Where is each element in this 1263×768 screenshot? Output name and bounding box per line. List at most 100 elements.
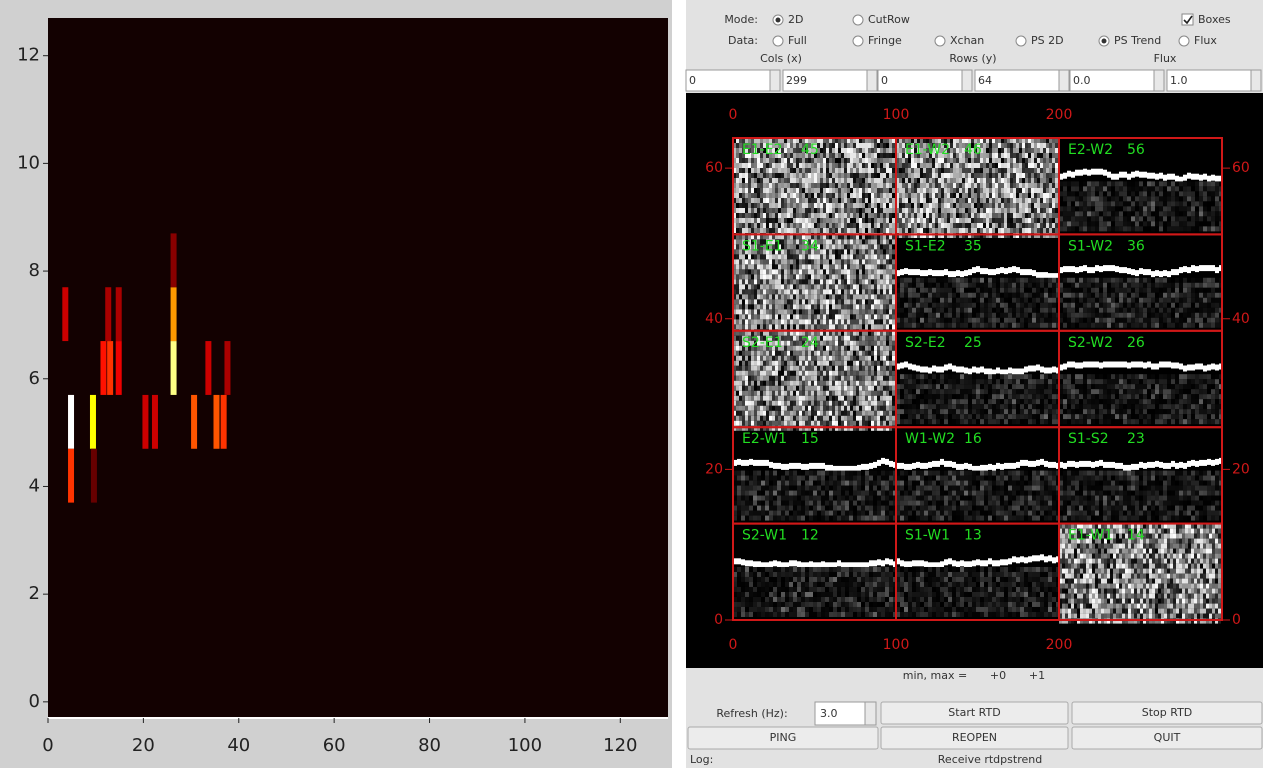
noise <box>1034 208 1037 213</box>
noise <box>1139 313 1143 318</box>
noise <box>1095 293 1099 298</box>
noise <box>853 249 856 254</box>
noise <box>960 323 964 328</box>
noise <box>742 284 745 289</box>
noise <box>874 218 877 223</box>
noise <box>739 228 742 233</box>
noise <box>850 153 853 158</box>
noise <box>829 309 832 314</box>
noise <box>850 223 853 228</box>
noise <box>883 223 886 228</box>
noise <box>766 269 769 274</box>
noise <box>829 173 832 178</box>
noise <box>805 264 808 269</box>
noise <box>899 203 902 208</box>
noise <box>1091 191 1095 196</box>
noise <box>892 244 895 249</box>
noise <box>781 208 784 213</box>
noise <box>1043 218 1046 223</box>
noise <box>889 173 892 178</box>
noise <box>892 264 895 269</box>
noise <box>745 299 748 304</box>
noise <box>1111 313 1115 318</box>
noise <box>1091 318 1095 323</box>
noise <box>920 198 923 203</box>
noise <box>1107 191 1111 196</box>
noise <box>1115 186 1119 191</box>
noise <box>862 314 865 319</box>
noise <box>853 304 856 309</box>
noise <box>1004 198 1007 203</box>
noise <box>1040 298 1044 303</box>
noise <box>772 168 775 173</box>
noise <box>932 193 935 198</box>
noise <box>914 223 917 228</box>
noise <box>763 208 766 213</box>
noise <box>1191 303 1195 308</box>
noise <box>886 188 889 193</box>
noise <box>1048 303 1052 308</box>
noise <box>1075 288 1079 293</box>
noise <box>1199 186 1203 191</box>
noise <box>1103 288 1107 293</box>
noise <box>1091 226 1095 231</box>
noise <box>883 309 886 314</box>
noise <box>1091 186 1095 191</box>
noise <box>838 289 841 294</box>
noise <box>790 143 793 148</box>
noise <box>992 213 995 218</box>
noise <box>1025 223 1028 228</box>
noise <box>829 153 832 158</box>
noise <box>1103 221 1107 226</box>
trend <box>1095 169 1099 175</box>
noise <box>932 203 935 208</box>
noise <box>912 298 916 303</box>
noise <box>1019 218 1022 223</box>
noise <box>856 274 859 279</box>
noise <box>1019 168 1022 173</box>
noise <box>865 346 868 351</box>
noise <box>805 284 808 289</box>
noise <box>862 148 865 153</box>
noise <box>865 168 868 173</box>
noise <box>871 309 874 314</box>
noise <box>988 308 992 313</box>
noise <box>793 289 796 294</box>
noise <box>995 158 998 163</box>
noise <box>781 284 784 289</box>
noise <box>745 309 748 314</box>
noise <box>853 203 856 208</box>
noise <box>1048 283 1052 288</box>
noise <box>1095 191 1099 196</box>
noise <box>874 168 877 173</box>
noise <box>829 254 832 259</box>
noise <box>1115 206 1119 211</box>
noise <box>953 218 956 223</box>
noise <box>745 294 748 299</box>
noise <box>856 324 859 329</box>
noise <box>763 254 766 259</box>
noise <box>1075 303 1079 308</box>
noise <box>1179 206 1183 211</box>
noise <box>1155 303 1159 308</box>
noise <box>868 188 871 193</box>
noise <box>1016 153 1019 158</box>
noise <box>787 203 790 208</box>
noise <box>1119 318 1123 323</box>
noise <box>889 274 892 279</box>
noise <box>1179 186 1183 191</box>
noise <box>832 228 835 233</box>
noise <box>808 218 811 223</box>
noise <box>1007 188 1010 193</box>
noise <box>1107 318 1111 323</box>
noise <box>1127 283 1131 288</box>
noise <box>920 178 923 183</box>
noise <box>926 218 929 223</box>
noise <box>1147 186 1151 191</box>
noise <box>1187 323 1191 328</box>
noise <box>1151 293 1155 298</box>
noise <box>976 283 980 288</box>
noise <box>742 319 745 324</box>
noise <box>889 178 892 183</box>
noise <box>1001 158 1004 163</box>
